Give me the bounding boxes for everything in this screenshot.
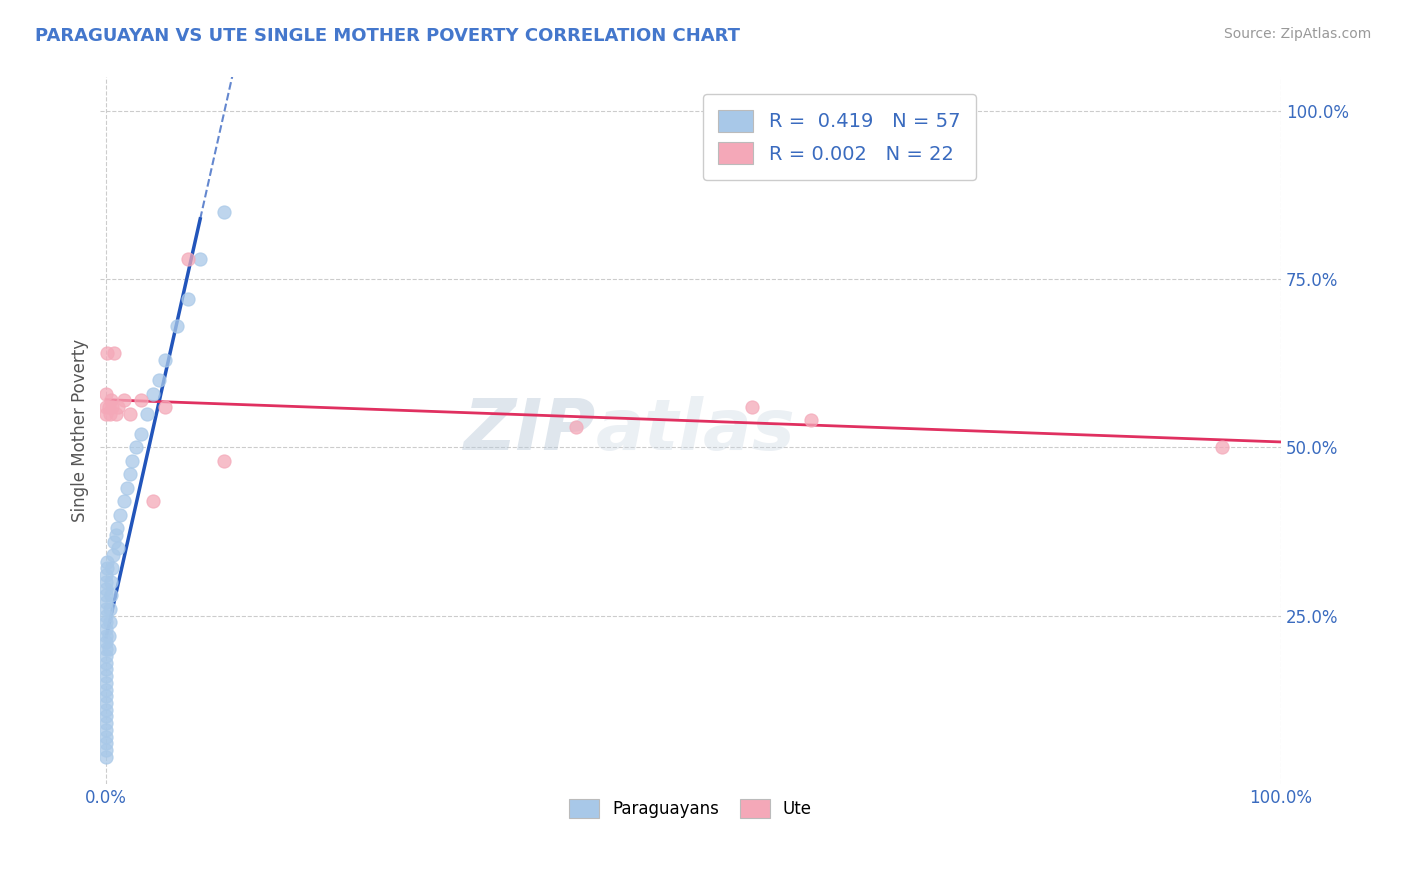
Point xyxy=(741,400,763,414)
Point xyxy=(142,386,165,401)
Y-axis label: Single Mother Poverty: Single Mother Poverty xyxy=(72,339,89,522)
Point xyxy=(96,582,118,596)
Point xyxy=(100,574,122,589)
Text: PARAGUAYAN VS UTE SINGLE MOTHER POVERTY CORRELATION CHART: PARAGUAYAN VS UTE SINGLE MOTHER POVERTY … xyxy=(35,27,740,45)
Point xyxy=(188,252,211,266)
Legend: Paraguayans, Ute: Paraguayans, Ute xyxy=(562,792,818,825)
Point xyxy=(96,595,118,609)
Point xyxy=(96,703,118,717)
Point xyxy=(104,407,127,421)
Point xyxy=(96,723,118,737)
Point xyxy=(117,481,139,495)
Point xyxy=(98,407,121,421)
Point xyxy=(96,588,118,602)
Point xyxy=(107,541,129,556)
Point xyxy=(148,373,170,387)
Point xyxy=(96,656,118,670)
Point xyxy=(96,386,118,401)
Point xyxy=(97,642,120,657)
Point xyxy=(96,568,118,582)
Point xyxy=(96,749,118,764)
Point xyxy=(96,736,118,750)
Point xyxy=(96,400,118,414)
Point xyxy=(153,353,176,368)
Text: ZIP: ZIP xyxy=(464,396,596,465)
Point xyxy=(96,622,118,636)
Point xyxy=(96,608,118,623)
Point xyxy=(96,648,118,663)
Point xyxy=(104,528,127,542)
Point xyxy=(177,252,200,266)
Point xyxy=(800,413,823,427)
Point xyxy=(103,548,125,562)
Point xyxy=(212,205,235,219)
Point xyxy=(96,682,118,697)
Point xyxy=(96,676,118,690)
Point xyxy=(105,521,128,535)
Point xyxy=(110,508,132,522)
Point xyxy=(96,629,118,643)
Point xyxy=(124,441,146,455)
Point xyxy=(96,346,118,360)
Point xyxy=(96,555,118,569)
Point xyxy=(97,400,120,414)
Point xyxy=(100,393,122,408)
Point xyxy=(112,494,135,508)
Point xyxy=(96,642,118,657)
Point xyxy=(96,407,118,421)
Point xyxy=(153,400,176,414)
Point xyxy=(96,662,118,676)
Point xyxy=(96,561,118,575)
Point xyxy=(118,467,141,482)
Point xyxy=(103,534,125,549)
Point xyxy=(96,635,118,649)
Point xyxy=(98,615,121,630)
Point xyxy=(96,690,118,704)
Point xyxy=(96,743,118,757)
Text: Source: ZipAtlas.com: Source: ZipAtlas.com xyxy=(1223,27,1371,41)
Point xyxy=(131,393,153,408)
Point xyxy=(1211,441,1233,455)
Point xyxy=(96,669,118,683)
Point xyxy=(96,709,118,723)
Point xyxy=(118,407,141,421)
Point xyxy=(97,629,120,643)
Point xyxy=(100,588,122,602)
Point xyxy=(212,454,235,468)
Point xyxy=(166,319,188,334)
Point xyxy=(96,696,118,710)
Point xyxy=(101,561,124,575)
Point xyxy=(101,400,124,414)
Point xyxy=(96,602,118,616)
Point xyxy=(96,574,118,589)
Point xyxy=(96,615,118,630)
Point xyxy=(177,293,200,307)
Point xyxy=(142,494,165,508)
Point xyxy=(131,426,153,441)
Point xyxy=(112,393,135,408)
Text: atlas: atlas xyxy=(596,396,796,465)
Point xyxy=(565,420,588,434)
Point xyxy=(103,346,125,360)
Point xyxy=(96,716,118,731)
Point xyxy=(121,454,143,468)
Point xyxy=(96,730,118,744)
Point xyxy=(98,602,121,616)
Point xyxy=(107,400,129,414)
Point xyxy=(136,407,159,421)
